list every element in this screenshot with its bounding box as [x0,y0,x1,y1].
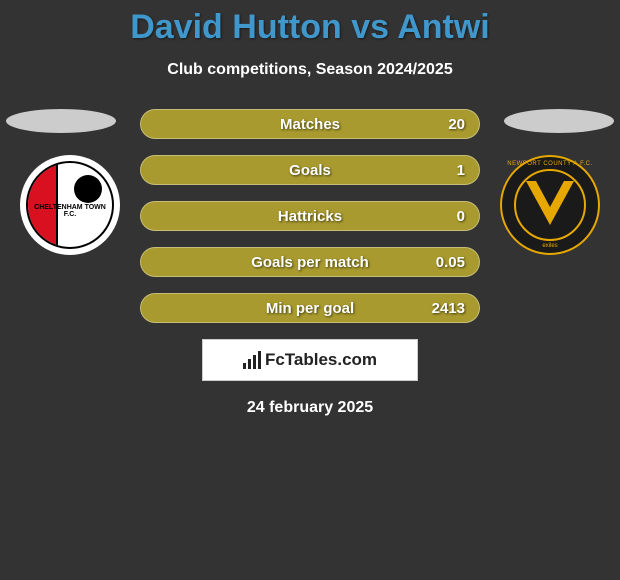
stat-row: Matches20 [140,109,480,139]
club-name-left: CHELTENHAM TOWN F.C. [28,204,112,219]
club-badge-right: NEWPORT COUNTY A.F.C. exiles [500,155,600,255]
stat-value: 20 [448,116,465,133]
stat-row: Goals1 [140,155,480,185]
club-name-right: NEWPORT COUNTY A.F.C. [502,161,598,167]
stat-row: Min per goal2413 [140,293,480,323]
player-photo-right [504,109,614,133]
date-label: 24 february 2025 [0,399,620,417]
stat-label: Min per goal [155,300,465,317]
stat-label: Goals per match [155,254,465,271]
stat-value: 1 [457,162,465,179]
badge-right-shape: NEWPORT COUNTY A.F.C. exiles [500,155,600,255]
stat-value: 0.05 [436,254,465,271]
badge-left-shape: CHELTENHAM TOWN F.C. [26,161,114,249]
brand-label: FcTables.com [265,350,377,370]
page-title: David Hutton vs Antwi [0,0,620,47]
stats-list: Matches20 Goals1 Hattricks0 Goals per match… [140,109,480,323]
player-photo-left [6,109,116,133]
stat-label: Hattricks [155,208,465,225]
chart-icon [243,351,261,369]
stat-label: Goals [155,162,465,179]
stat-value: 0 [457,208,465,225]
brand-box[interactable]: FcTables.com [202,339,418,381]
page-subtitle: Club competitions, Season 2024/2025 [0,61,620,79]
club-badge-left: CHELTENHAM TOWN F.C. [20,155,120,255]
stat-row: Goals per match0.05 [140,247,480,277]
comparison-panel: CHELTENHAM TOWN F.C. NEWPORT COUNTY A.F.… [0,109,620,417]
stat-label: Matches [155,116,465,133]
stat-row: Hattricks0 [140,201,480,231]
stat-value: 2413 [432,300,465,317]
club-tag-right: exiles [502,243,598,249]
